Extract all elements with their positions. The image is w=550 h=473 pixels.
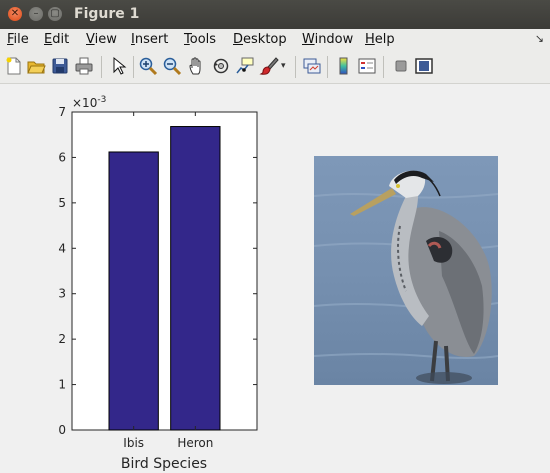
maximize-window-button[interactable]: ▢ [48, 7, 62, 21]
menu-insert-label: nsert [134, 32, 169, 47]
axes-background [71, 111, 258, 431]
data-cursor-icon[interactable] [235, 56, 255, 76]
hide-plot-tools-icon[interactable] [391, 56, 411, 76]
y-tick-label: 0 [58, 423, 66, 437]
colorbar-icon[interactable] [334, 56, 354, 76]
y-exponent-label: ×10-3 [72, 95, 106, 110]
menu-file-label: ile [13, 32, 29, 47]
toolbar-separator [383, 56, 384, 78]
close-window-button[interactable]: ✕ [8, 7, 22, 21]
save-icon[interactable] [50, 56, 70, 76]
pointer-icon[interactable] [108, 56, 128, 76]
x-tick-label: Ibis [123, 436, 144, 450]
menu-help-mnemonic: H [365, 32, 375, 47]
menu-tools-mnemonic: T [184, 32, 190, 47]
title-bar: ✕ – ▢ Figure 1 [0, 0, 550, 29]
menu-insert[interactable]: Insert [131, 32, 168, 47]
new-figure-icon[interactable] [4, 56, 24, 76]
menu-edit-label: dit [52, 32, 70, 47]
show-plot-tools-icon[interactable] [414, 56, 434, 76]
y-tick-label: 6 [58, 150, 66, 164]
y-tick-label: 5 [58, 196, 66, 210]
y-tick-label: 3 [58, 287, 66, 301]
link-plot-icon[interactable] [302, 56, 322, 76]
x-tick-label: Heron [177, 436, 213, 450]
minimize-window-button[interactable]: – [29, 7, 43, 21]
menu-help[interactable]: Help [365, 32, 395, 47]
bar-ibis [108, 151, 159, 431]
brush-dropdown-icon[interactable]: ▾ [281, 61, 286, 71]
menu-window-label: indow [314, 32, 354, 47]
menu-view[interactable]: View [86, 32, 117, 47]
minimize-icon: – [33, 8, 39, 19]
toolbar-separator [133, 56, 134, 78]
y-tick-label: 2 [58, 332, 66, 346]
zoom-out-icon[interactable] [162, 56, 182, 76]
bar-heron [170, 126, 221, 431]
pan-hand-icon[interactable] [187, 56, 207, 76]
y-tick-label: 4 [58, 241, 66, 255]
toolbar-separator [295, 56, 296, 78]
menu-desktop-label: esktop [243, 32, 287, 47]
menu-desktop[interactable]: Desktop [233, 32, 287, 47]
menu-tools-label: ools [189, 32, 217, 47]
toolbar-separator [101, 56, 102, 78]
menu-view-mnemonic: V [86, 32, 95, 47]
print-icon[interactable] [74, 56, 94, 76]
y-tick-label: 7 [58, 105, 66, 119]
open-file-icon[interactable] [26, 56, 46, 76]
menu-bar: File Edit View Insert Tools Desktop Wind… [0, 29, 550, 50]
rotate-3d-icon[interactable] [211, 56, 231, 76]
menu-edit-mnemonic: E [44, 32, 53, 47]
zoom-in-icon[interactable] [138, 56, 158, 76]
window-title: Figure 1 [74, 6, 140, 22]
y-tick-label: 1 [58, 378, 66, 392]
x-axis-label: Bird Species [121, 456, 207, 472]
menu-help-label: elp [374, 32, 395, 47]
toolbar: ▾ [0, 50, 550, 84]
menu-file[interactable]: File [7, 32, 29, 47]
menu-insert-mnemonic: I [131, 32, 135, 47]
menu-tools[interactable]: Tools [184, 32, 216, 47]
bar-chart: 0 1 2 3 4 5 6 7 Ibis Heron ×10-3 Bird Species [58, 95, 258, 472]
menu-window-mnemonic: W [302, 32, 315, 47]
close-icon: ✕ [10, 8, 20, 19]
heron-photo [314, 156, 498, 385]
menu-window[interactable]: Window [302, 32, 353, 47]
menu-view-label: iew [94, 32, 117, 47]
legend-icon[interactable] [357, 56, 377, 76]
menu-desktop-mnemonic: D [233, 32, 244, 47]
menu-edit[interactable]: Edit [44, 32, 69, 47]
maximize-icon: ▢ [50, 8, 60, 19]
toolbar-separator [327, 56, 328, 78]
menu-overflow-icon[interactable]: ↘ [534, 32, 544, 45]
brush-icon[interactable] [259, 56, 279, 76]
menu-file-mnemonic: F [7, 32, 14, 47]
